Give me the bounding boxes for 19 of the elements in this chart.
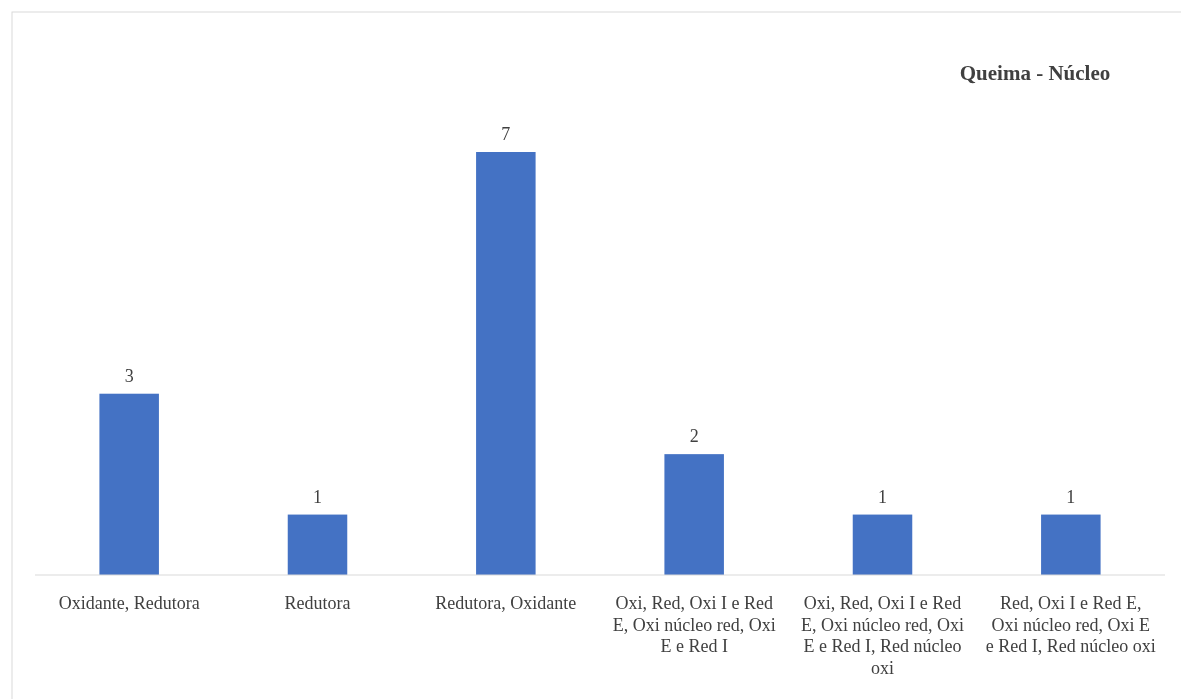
data-label: 1	[1066, 486, 1076, 507]
x-tick-label: Oxi, Red, Oxi I e Red E, Oxi núcleo red, Oxi E e Red I, Red núcleo oxi	[801, 593, 964, 678]
chart-title: Queima - Núcleo	[959, 61, 1111, 85]
x-tick-label: Redutora	[284, 593, 351, 613]
x-tick-label: Oxi, Red, Oxi I e Red E, Oxi núcleo red, Oxi E e Red I	[612, 593, 776, 657]
bar	[287, 514, 348, 575]
data-label: 1	[313, 486, 322, 507]
data-label: 2	[689, 426, 699, 447]
data-label: 1	[878, 486, 887, 507]
x-tick-label: Red, Oxi I e Red E, Oxi núcleo red, Oxi E e Red I, Red núcleo oxi	[985, 593, 1156, 657]
bar	[852, 514, 913, 575]
bar	[476, 152, 536, 575]
bar	[1041, 514, 1101, 575]
bar	[664, 454, 724, 575]
data-label: 7	[501, 124, 511, 144]
data-label: 3	[124, 365, 134, 386]
bar	[99, 393, 159, 575]
x-tick-label: Oxidante, Redutora	[58, 593, 200, 613]
x-tick-label: Redutora, Oxidante	[435, 593, 577, 613]
